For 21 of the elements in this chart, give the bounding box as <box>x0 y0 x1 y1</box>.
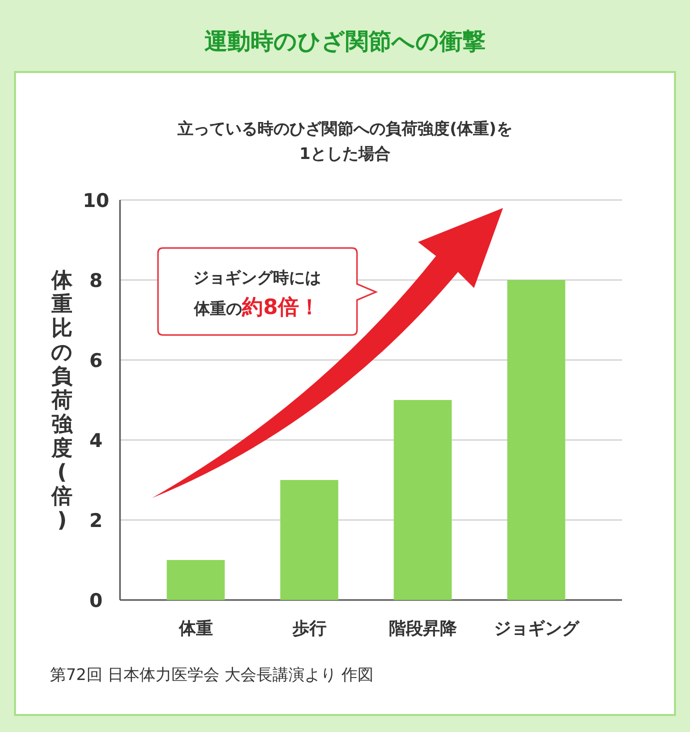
text: 第72回 日本体力医学会 大会長講演より 作図 <box>50 665 374 684</box>
annotation: 約8倍！ <box>241 295 320 319</box>
bar <box>394 400 452 600</box>
y-tick-label: 6 <box>89 350 103 372</box>
bar <box>280 480 338 600</box>
annotation: 体重の <box>193 299 242 318</box>
annotation: ジョギング時には <box>193 268 321 287</box>
bar <box>166 560 225 600</box>
chart-title: 運動時のひざ関節への衝撃 <box>204 29 486 55</box>
y-tick-label: 2 <box>89 510 103 532</box>
chart-subtitle: 立っている時のひざ関節への負荷強度(体重)を 1とした場合 <box>176 119 512 163</box>
y-tick-label: 0 <box>89 590 103 612</box>
x-tick-label: 歩行 <box>291 619 326 639</box>
y-tick-label: 10 <box>82 190 110 212</box>
x-tick-label: 階段昇降 <box>388 619 458 639</box>
bar <box>507 280 566 600</box>
x-tick-label: ジョギング <box>494 619 580 639</box>
y-tick-label: 8 <box>89 270 103 292</box>
x-tick-label: 体重 <box>178 619 213 639</box>
y-tick-label: 4 <box>89 430 103 452</box>
text: 体重比の負荷強度(倍) <box>51 268 73 532</box>
